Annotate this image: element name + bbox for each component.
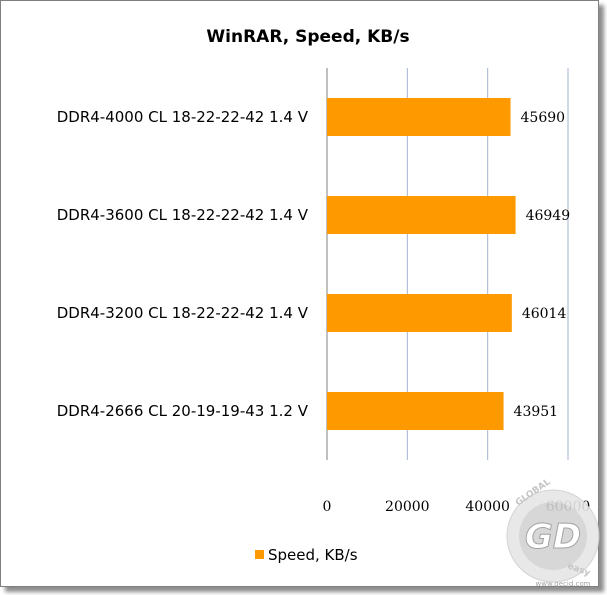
legend: Speed, KB/s xyxy=(255,546,358,564)
data-labels: 45690 46949 46014 43951 xyxy=(514,110,571,420)
gecid-watermark: GLOBAL GD easy www.gecid.com xyxy=(506,477,600,588)
category-label-2: DDR4-3600 CL 18-22-22-42 1.4 V xyxy=(57,206,309,224)
bar-2 xyxy=(327,196,516,234)
chart-title: WinRAR, Speed, KB/s xyxy=(206,27,409,47)
data-label-1: 45690 xyxy=(521,110,566,126)
bar-1 xyxy=(327,98,511,136)
x-tick-label-1: 20000 xyxy=(385,499,430,515)
watermark-logo-text: GD xyxy=(525,517,581,557)
data-label-4: 43951 xyxy=(514,404,559,420)
legend-label: Speed, KB/s xyxy=(268,546,358,564)
bars xyxy=(327,98,516,430)
category-label-4: DDR4-2666 CL 20-19-19-43 1.2 V xyxy=(57,402,309,420)
x-tick-label-0: 0 xyxy=(323,499,332,515)
x-tick-label-2: 40000 xyxy=(465,499,510,515)
category-label-1: DDR4-4000 CL 18-22-22-42 1.4 V xyxy=(57,108,309,126)
data-label-3: 46014 xyxy=(522,306,567,322)
legend-swatch xyxy=(255,550,264,559)
watermark-url-text: www.gecid.com xyxy=(536,580,591,588)
bar-3 xyxy=(327,294,512,332)
category-label-3: DDR4-3200 CL 18-22-22-42 1.4 V xyxy=(57,304,309,322)
chart-frame xyxy=(0,0,599,587)
data-label-2: 46949 xyxy=(526,208,571,224)
category-labels: DDR4-4000 CL 18-22-22-42 1.4 V DDR4-3600 … xyxy=(57,108,309,420)
bar-4 xyxy=(327,392,504,430)
